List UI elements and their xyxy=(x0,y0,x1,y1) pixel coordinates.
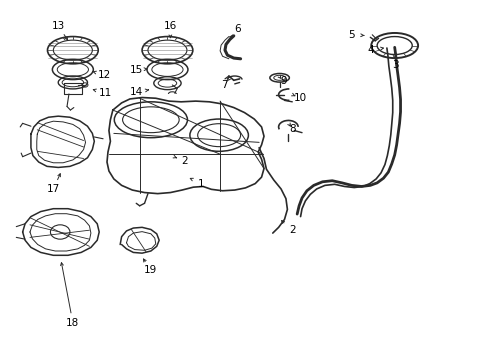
Text: 7: 7 xyxy=(220,80,227,90)
Text: 11: 11 xyxy=(99,88,112,98)
Text: 1: 1 xyxy=(198,179,204,189)
Text: 16: 16 xyxy=(163,21,177,31)
Text: 10: 10 xyxy=(293,93,306,103)
Text: 12: 12 xyxy=(97,70,110,80)
Text: 13: 13 xyxy=(52,21,65,31)
Text: 19: 19 xyxy=(144,265,157,275)
Text: 14: 14 xyxy=(129,87,142,97)
Text: 2: 2 xyxy=(288,225,295,235)
Text: 15: 15 xyxy=(129,64,142,75)
Text: 4: 4 xyxy=(366,45,373,55)
Text: 8: 8 xyxy=(288,124,295,134)
Text: 9: 9 xyxy=(280,76,286,86)
Text: 17: 17 xyxy=(47,184,60,194)
Text: 5: 5 xyxy=(348,30,354,40)
Text: 18: 18 xyxy=(66,318,80,328)
Text: 6: 6 xyxy=(233,24,240,34)
Text: 3: 3 xyxy=(391,60,398,70)
Text: 2: 2 xyxy=(182,156,188,166)
